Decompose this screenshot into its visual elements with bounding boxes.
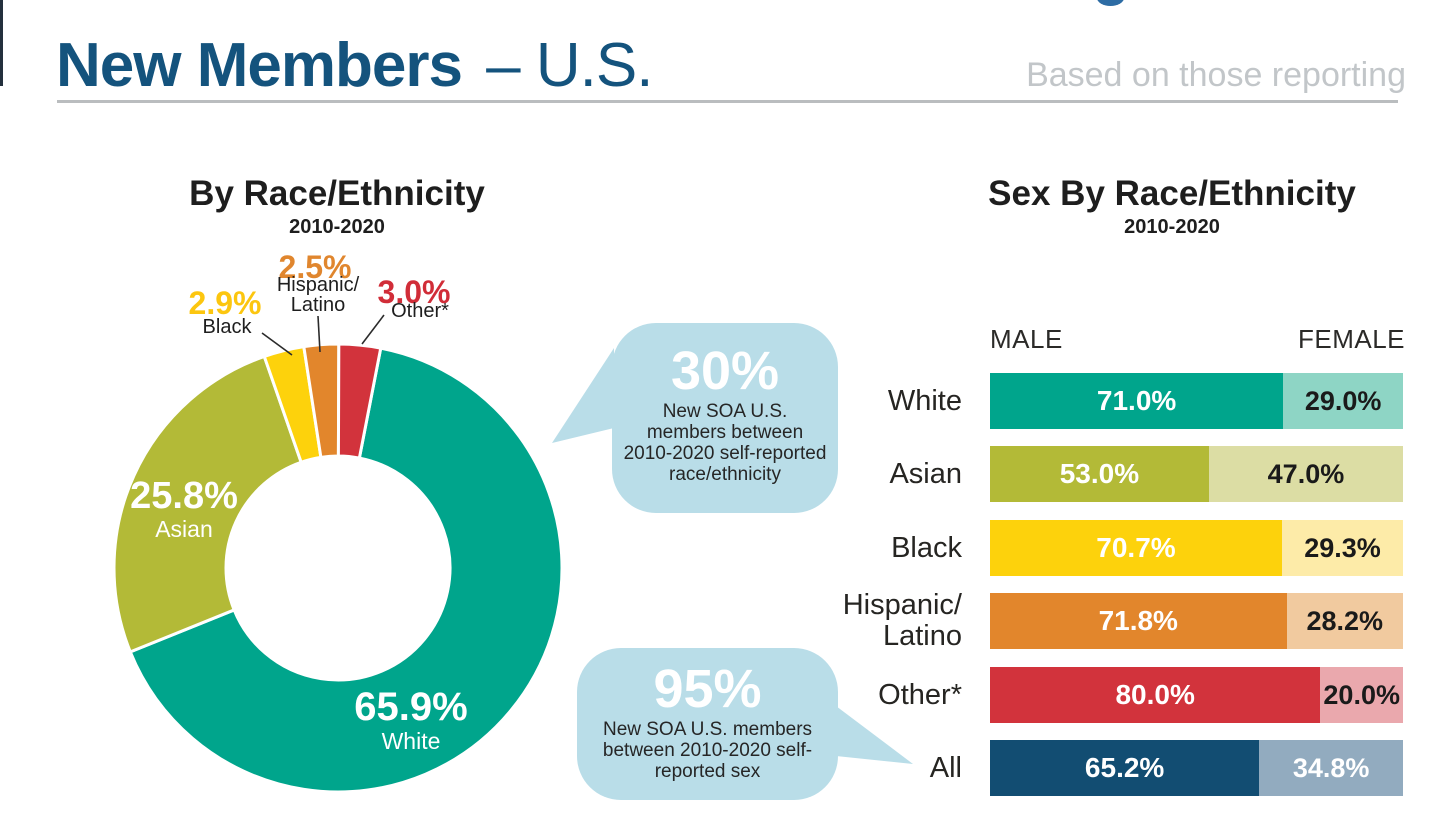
donut-label-hispanic-pct: 2.5% [278,249,352,285]
race-chart-title: By Race/Ethnicity [189,174,485,213]
donut-label-black-name: Black [202,316,252,338]
race-callout-line2: members between [646,422,804,443]
bar-category-label-black: Black [891,531,962,564]
race-chart-subtitle: 2010-2020 [289,216,385,238]
bar-segment-male-other: 80.0% [990,667,1321,723]
page-title: New Members – U.S. [56,30,653,101]
bar-category-label-line: White [887,384,962,417]
bar-row-white: 71.0% 29.0% [990,373,1403,429]
bar-row-other: 80.0% 20.0% [990,667,1403,723]
donut-label-hispanic-name-line1: Hispanic/ [276,274,360,296]
bar-category-label-line: All [929,751,962,784]
female-column-header: FEMALE [1297,324,1405,354]
bar-segment-female-white: 29.0% [1283,373,1403,429]
donut-slice-asian [112,354,303,654]
sex-callout-line1: New SOA U.S. members [602,719,813,740]
donut-label-other-pct: 3.0% [377,274,451,310]
bar-segment-female-black: 29.3% [1281,520,1403,576]
bar-row-all: 65.2% 34.8% [990,740,1403,796]
bar-category-label-all: All [929,751,962,784]
donut-label-hispanic-name: Hispanic/ Latino [277,275,359,315]
male-column-header: MALE [990,324,1063,354]
bar-category-label-white: White [887,384,962,417]
leader-line-other [361,314,385,345]
donut-label-black-pct: 2.9% [188,285,262,321]
race-callout-line1: New SOA U.S. [662,401,788,422]
page-title-region: – U.S. [486,31,653,100]
donut-slice-white [128,346,564,794]
bar-category-label-line: Latino [882,620,962,652]
sex-callout-tail [836,706,913,764]
bar-category-label-other: Other* [878,678,962,711]
bar-segment-female-all: 34.8% [1259,740,1403,796]
sex-callout-line3: reported sex [654,761,761,782]
page-title-strong: New Members [56,31,463,100]
header-divider [57,100,1398,103]
page-tagline: Based on those reporting [1026,56,1406,94]
bar-category-label-line: Black [891,531,962,564]
donut-label-hispanic-name-line2: Latino [290,294,346,316]
bar-segment-male-all: 65.2% [990,740,1260,796]
bar-segment-male-white: 71.0% [990,373,1284,429]
bar-category-label-line: Hispanic/ [842,589,962,621]
donut-label-asian-pct: 25.8% [130,475,238,517]
sex-callout-bubble: 95% New SOA U.S. members between 2010-20… [577,648,838,800]
donut-label-white-pct: 65.9% [354,685,468,729]
bar-segment-male-black: 70.7% [990,520,1282,576]
bar-row-hispanic-latino: 71.8% 28.2% [990,593,1403,649]
bar-category-label-hispanic-latino: Hispanic/Latino [843,590,962,652]
bar-segment-female-asian: 47.0% [1208,446,1403,502]
sex-chart-title: Sex By Race/Ethnicity [988,174,1356,213]
race-callout-line3: 2010-2020 self-reported [623,443,827,464]
race-callout-bubble: 30% New SOA U.S. members between 2010-20… [612,323,838,513]
donut-label-white: 65.9% White [354,686,467,754]
race-donut-chart [112,342,564,794]
race-callout-value: 30% [670,341,780,401]
cut-off-logo-dot [1097,0,1124,6]
bar-category-label-asian: Asian [889,457,962,490]
sex-callout-line2: between 2010-2020 self- [602,740,813,761]
donut-label-other-name: Other* [391,300,449,322]
bar-category-label-line: Other* [878,678,962,711]
donut-label-white-name: White [381,728,441,754]
bar-row-asian: 53.0% 47.0% [990,446,1403,502]
bar-row-black: 70.7% 29.3% [990,520,1403,576]
race-callout-line4: race/ethnicity [669,464,781,485]
bar-segment-female-other: 20.0% [1320,667,1403,723]
bar-segment-male-asian: 53.0% [990,446,1209,502]
bar-segment-female-hispanic-latino: 28.2% [1286,593,1403,649]
donut-label-asian-name: Asian [155,516,213,542]
bar-segment-male-hispanic-latino: 71.8% [990,593,1287,649]
donut-label-asian: 25.8% Asian [130,476,238,542]
sex-callout-value: 95% [653,659,762,719]
donut-slice-other [336,342,383,460]
page-edge-mark [0,0,3,86]
bar-category-label-line: Asian [889,457,962,490]
sex-chart-subtitle: 2010-2020 [1124,216,1220,238]
